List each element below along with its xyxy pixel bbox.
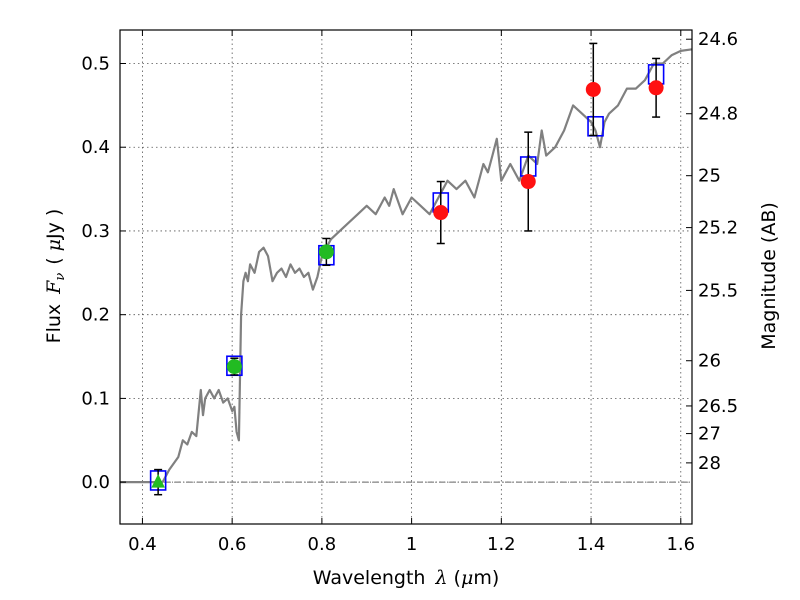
observed-flux-triangle — [151, 474, 165, 488]
grid-layer — [120, 30, 692, 524]
y-tick-label: 0.5 — [81, 53, 110, 74]
y-axis-unit-open: ( — [43, 257, 65, 264]
x-tick-label: 0.8 — [308, 534, 337, 555]
plot-frame — [119, 29, 693, 525]
y2-axis-title: Magnitude (AB) — [758, 202, 780, 350]
observed-flux-point — [648, 80, 664, 96]
model-spectrum-line — [120, 48, 693, 484]
x-axis-unit-rest: m) — [473, 567, 499, 589]
observed-flux-point — [226, 359, 242, 375]
y2-tick-label: 25 — [698, 166, 721, 187]
synthetic-photometry-layer — [149, 64, 665, 491]
y-tick-label: 0.0 — [81, 472, 110, 493]
y-tick-label: 0.2 — [81, 305, 110, 326]
y2-tick-label: 25.5 — [698, 280, 738, 301]
x-tick-label: 0.6 — [218, 534, 247, 555]
x-tick-label: 1.4 — [577, 534, 606, 555]
y2-tick-label: 28 — [698, 453, 721, 474]
y-axis-title: Flux Fν ( μJy ) — [43, 209, 68, 344]
x-axis-title-text: Wavelength — [313, 567, 426, 589]
y-tick-label: 0.1 — [81, 388, 110, 409]
y-tick-label: 0.4 — [81, 137, 110, 158]
y2-tick-label: 24.6 — [698, 29, 738, 50]
y-axis-f-symbol: F — [43, 280, 65, 295]
y-axis-title-text: Flux — [43, 304, 65, 344]
x-tick-label: 1.2 — [487, 534, 516, 555]
y2-tick-label: 24.8 — [698, 104, 738, 125]
x-axis-unit-mu: μ — [461, 567, 473, 589]
x-tick-label: 0.4 — [128, 534, 157, 555]
observed-flux-point — [585, 81, 601, 97]
y-axis-nu-subscript: ν — [53, 273, 68, 281]
model-spectrum-layer — [120, 48, 693, 484]
x-tick-label: 1 — [406, 534, 417, 555]
x-axis-lambda-symbol: λ — [434, 567, 447, 589]
tick-layer: 0.4 0.6 0.8 1 1.2 1.4 1.6 0.0 0.1 0.2 0.3 0.4 0.5 24.… — [81, 29, 738, 555]
x-axis-title: Wavelength λ (μm) — [313, 567, 499, 589]
x-tick-label: 1.6 — [666, 534, 695, 555]
x-axis-unit-open: ( — [454, 567, 461, 589]
y2-tick-label: 26 — [698, 351, 721, 372]
observed-photometry-layer — [151, 42, 664, 496]
y-tick-label: 0.3 — [81, 221, 110, 242]
y-axis-unit-rest: Jy ) — [43, 209, 65, 240]
y2-tick-label: 26.5 — [698, 396, 738, 417]
observed-flux-point — [520, 174, 536, 190]
y-axis-unit-mu: μ — [43, 239, 65, 251]
y2-tick-label: 25.2 — [698, 218, 738, 239]
observed-flux-point — [433, 205, 449, 221]
observed-flux-point — [318, 244, 334, 260]
y2-tick-label: 27 — [698, 424, 721, 445]
